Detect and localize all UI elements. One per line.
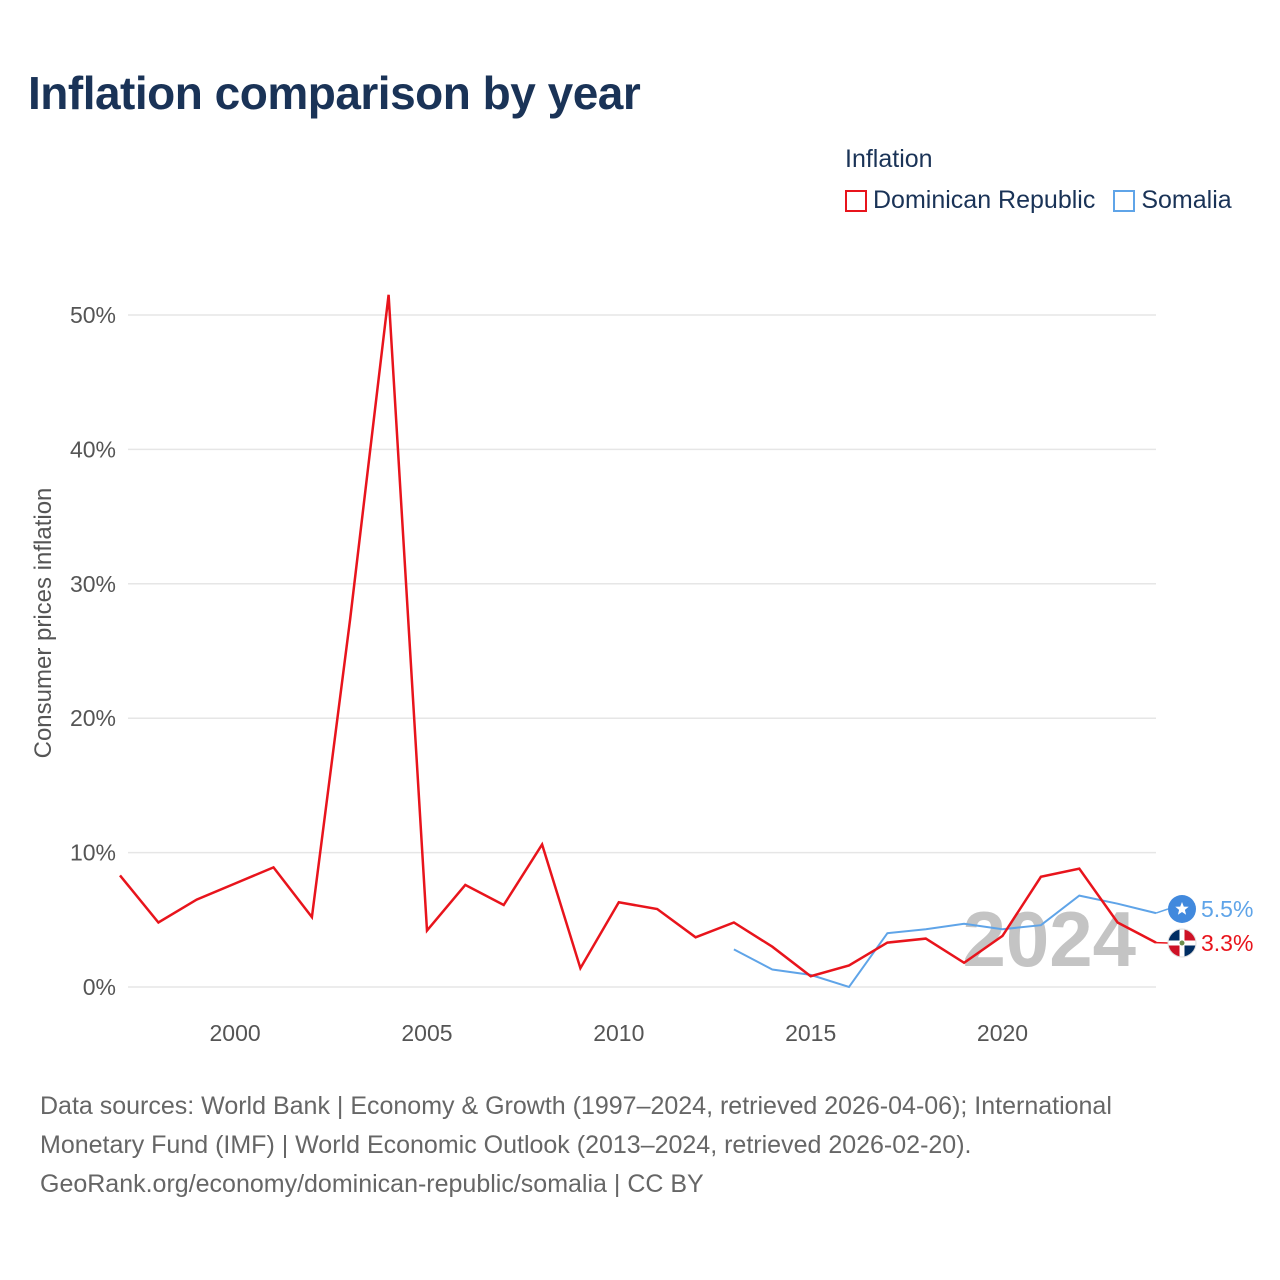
legend-item-somalia[interactable]: Somalia	[1113, 186, 1232, 215]
legend: Dominican Republic Somalia	[845, 186, 1232, 215]
y-tick-label: 30%	[70, 571, 116, 597]
end-value-label-somalia: 5.5%	[1201, 896, 1253, 922]
y-tick-label: 10%	[70, 840, 116, 866]
y-tick-label: 40%	[70, 436, 116, 462]
source-line: Data sources: World Bank | Economy & Gro…	[40, 1092, 1112, 1159]
y-axis-title: Consumer prices inflation	[30, 488, 57, 759]
flag-icon-dominican-republic	[1167, 928, 1197, 958]
x-tick-label: 2010	[593, 1020, 644, 1046]
x-axis-ticks: 2000 2005 2010 2015 2020	[210, 1020, 1029, 1046]
chart-title: Inflation comparison by year	[28, 67, 641, 119]
end-connector-somalia	[1155, 908, 1169, 914]
series-line-dominican-republic[interactable]	[119, 294, 1157, 978]
y-tick-label: 50%	[70, 302, 116, 328]
gridlines	[128, 314, 1156, 988]
y-tick-label: 0%	[83, 974, 116, 1000]
source-note: Data sources: World Bank | Economy & Gro…	[40, 1087, 1220, 1204]
y-tick-label: 20%	[70, 705, 116, 731]
series-line-somalia[interactable]	[733, 894, 1157, 989]
legend-item-dominican-republic[interactable]: Dominican Republic	[845, 186, 1095, 215]
flag-icon-somalia	[1168, 895, 1196, 923]
end-markers: 3.3% 5.5%	[1155, 895, 1253, 958]
x-tick-label: 2000	[210, 1020, 261, 1046]
end-value-label-dominican-republic: 3.3%	[1201, 930, 1253, 956]
y-axis-ticks: 0% 10% 20% 30% 40% 50%	[70, 302, 116, 1000]
x-tick-label: 2020	[977, 1020, 1028, 1046]
legend-swatch-dominican-republic	[845, 189, 867, 212]
legend-swatch-somalia	[1113, 189, 1136, 212]
legend-label-somalia: Somalia	[1141, 186, 1232, 214]
legend-title: Inflation	[845, 145, 933, 173]
series-lines	[119, 294, 1157, 989]
attribution-line: GeoRank.org/economy/dominican-republic/s…	[40, 1170, 704, 1198]
line-chart: 0% 10% 20% 30% 40% 50% 2000 2005 2010 2015 2020 C…	[30, 294, 1253, 1046]
x-tick-label: 2015	[785, 1020, 836, 1046]
x-tick-label: 2005	[401, 1020, 452, 1046]
legend-label-dominican-republic: Dominican Republic	[873, 186, 1096, 214]
year-watermark: 2024	[962, 895, 1136, 983]
